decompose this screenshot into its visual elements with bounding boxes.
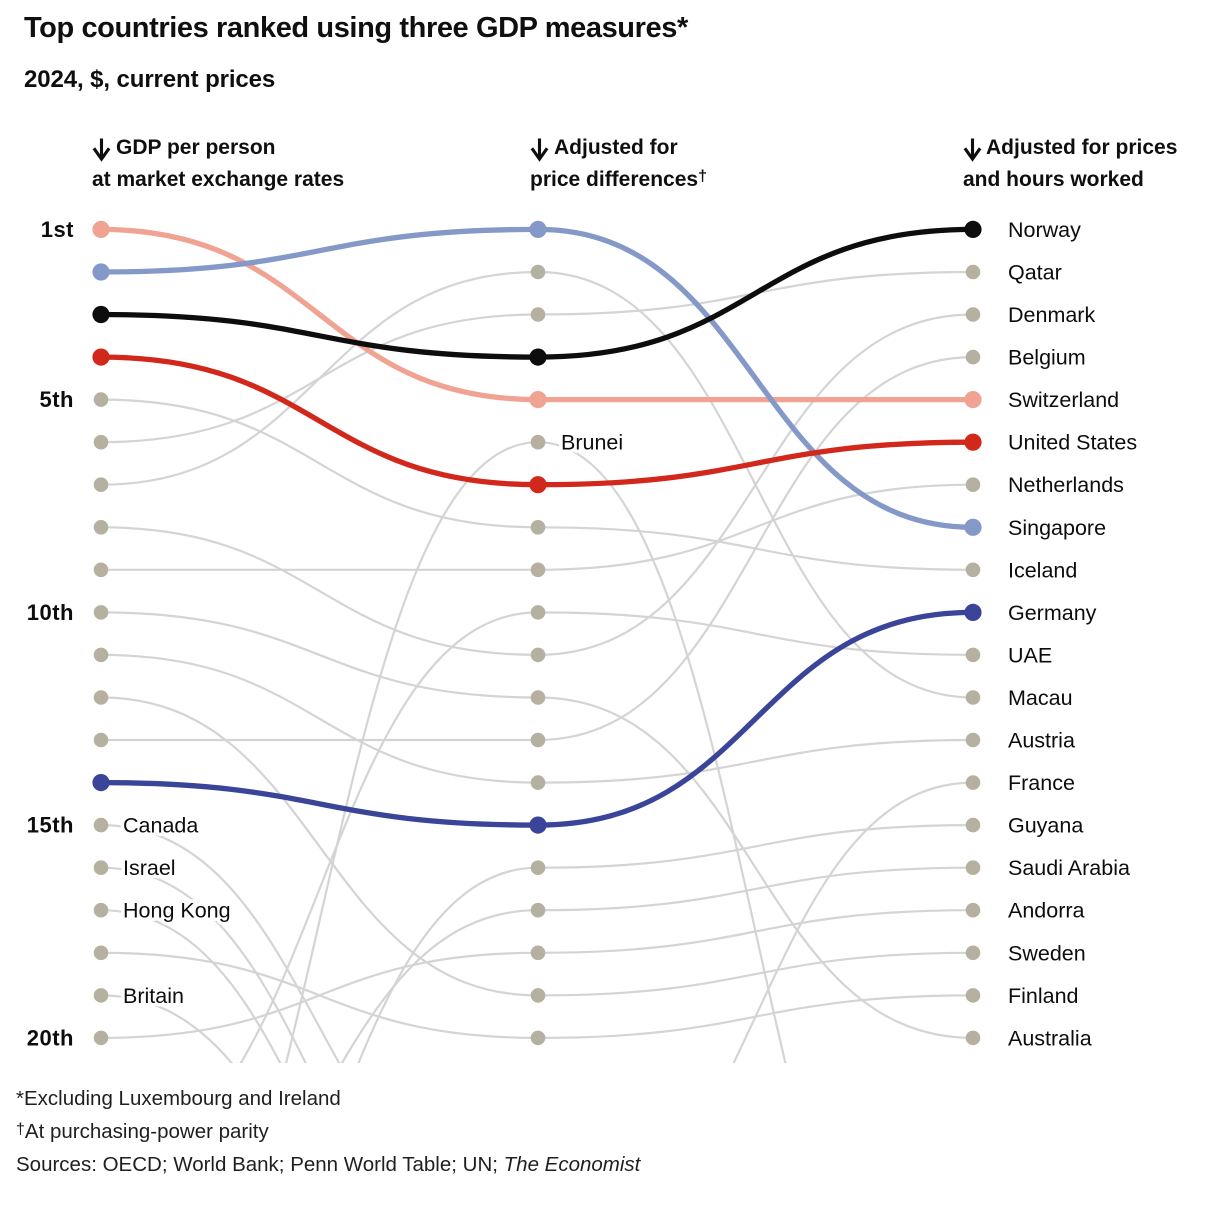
svg-text:Israel: Israel	[123, 856, 176, 880]
svg-text:Adjusted for: Adjusted for	[554, 136, 678, 159]
svg-text:and hours worked: and hours worked	[963, 168, 1144, 191]
svg-text:Macau: Macau	[1008, 686, 1073, 710]
svg-text:Brunei: Brunei	[561, 431, 623, 455]
svg-text:Singapore: Singapore	[1008, 516, 1106, 540]
svg-text:15th: 15th	[27, 813, 74, 838]
svg-text:Belgium: Belgium	[1008, 346, 1086, 370]
svg-text:Netherlands: Netherlands	[1008, 473, 1124, 497]
svg-text:Adjusted for prices: Adjusted for prices	[986, 136, 1177, 159]
svg-text:Saudi Arabia: Saudi Arabia	[1008, 856, 1130, 880]
svg-text:price differences†: price differences†	[530, 168, 707, 191]
svg-text:2024, $, current prices: 2024, $, current prices	[24, 66, 275, 93]
svg-text:Finland: Finland	[1008, 984, 1079, 1008]
svg-text:10th: 10th	[27, 600, 74, 625]
svg-text:Denmark: Denmark	[1008, 303, 1095, 327]
svg-text:Norway: Norway	[1008, 218, 1081, 242]
svg-text:Sweden: Sweden	[1008, 941, 1086, 965]
svg-text:Qatar: Qatar	[1008, 261, 1062, 285]
svg-text:Guyana: Guyana	[1008, 814, 1083, 838]
svg-text:Switzerland: Switzerland	[1008, 388, 1119, 412]
svg-text:at market exchange rates: at market exchange rates	[92, 168, 344, 191]
svg-text:5th: 5th	[40, 387, 75, 412]
svg-text:Canada: Canada	[123, 814, 198, 838]
svg-text:Hong Kong: Hong Kong	[123, 899, 231, 923]
svg-text:Austria: Austria	[1008, 729, 1075, 753]
svg-text:Andorra: Andorra	[1008, 899, 1085, 923]
svg-text:20th: 20th	[27, 1025, 74, 1050]
svg-text:United States: United States	[1008, 431, 1137, 455]
svg-text:GDP per person: GDP per person	[116, 136, 276, 159]
svg-text:Top countries ranked using thr: Top countries ranked using three GDP mea…	[24, 12, 689, 44]
svg-text:*Excluding Luxembourg and Irel: *Excluding Luxembourg and Ireland	[16, 1087, 341, 1110]
svg-text:Britain: Britain	[123, 984, 184, 1008]
svg-text:†At purchasing-power parity: †At purchasing-power parity	[16, 1120, 269, 1143]
svg-text:Germany: Germany	[1008, 601, 1097, 625]
svg-text:1st: 1st	[41, 217, 74, 242]
svg-text:France: France	[1008, 771, 1075, 795]
svg-text:Iceland: Iceland	[1008, 558, 1077, 582]
svg-text:Sources: OECD; World Bank; Pen: Sources: OECD; World Bank; Penn World Ta…	[16, 1153, 642, 1176]
svg-text:Australia: Australia	[1008, 1026, 1092, 1050]
svg-text:UAE: UAE	[1008, 643, 1052, 667]
